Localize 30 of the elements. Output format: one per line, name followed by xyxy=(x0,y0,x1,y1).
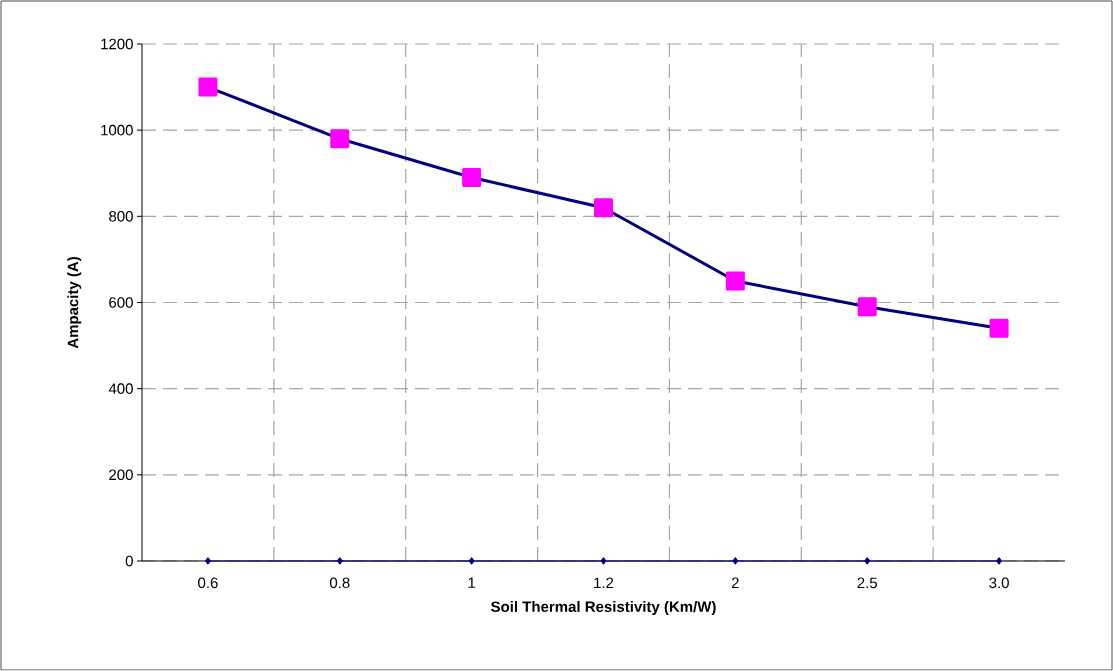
point xyxy=(336,557,343,565)
y-tick-label: 0 xyxy=(125,555,133,567)
x-tick-label: 2.5 xyxy=(857,577,878,589)
x-tick-label: 1.2 xyxy=(594,577,614,588)
y-tick-label: 1000 xyxy=(101,124,133,136)
y-tick-label: 800 xyxy=(109,211,133,222)
point xyxy=(594,198,613,218)
point xyxy=(600,557,607,565)
y-tick-label: 200 xyxy=(109,469,133,481)
point xyxy=(732,557,739,565)
point xyxy=(198,77,218,97)
y-tick-label: 400 xyxy=(108,383,133,394)
x-axis-title: Soil Thermal Resistivity (Km/W) xyxy=(491,601,716,615)
point xyxy=(205,557,211,565)
point xyxy=(864,557,871,565)
y-axis-title: Ampacity (A) xyxy=(67,257,82,349)
y-tick-label: 600 xyxy=(109,297,133,308)
point xyxy=(330,129,350,149)
y-tick-label: 1200 xyxy=(101,38,133,50)
x-tick-label: 1 xyxy=(468,577,476,588)
point xyxy=(468,557,475,565)
x-tick-label: 3.0 xyxy=(989,577,1009,589)
point xyxy=(462,168,482,188)
x-tick-label: 0.6 xyxy=(198,577,218,589)
x-tick-label: 0.8 xyxy=(329,577,350,589)
point xyxy=(996,557,1002,565)
point xyxy=(725,271,745,291)
x-tick-label: 2 xyxy=(731,577,739,588)
point xyxy=(857,297,877,317)
point xyxy=(989,318,1009,338)
